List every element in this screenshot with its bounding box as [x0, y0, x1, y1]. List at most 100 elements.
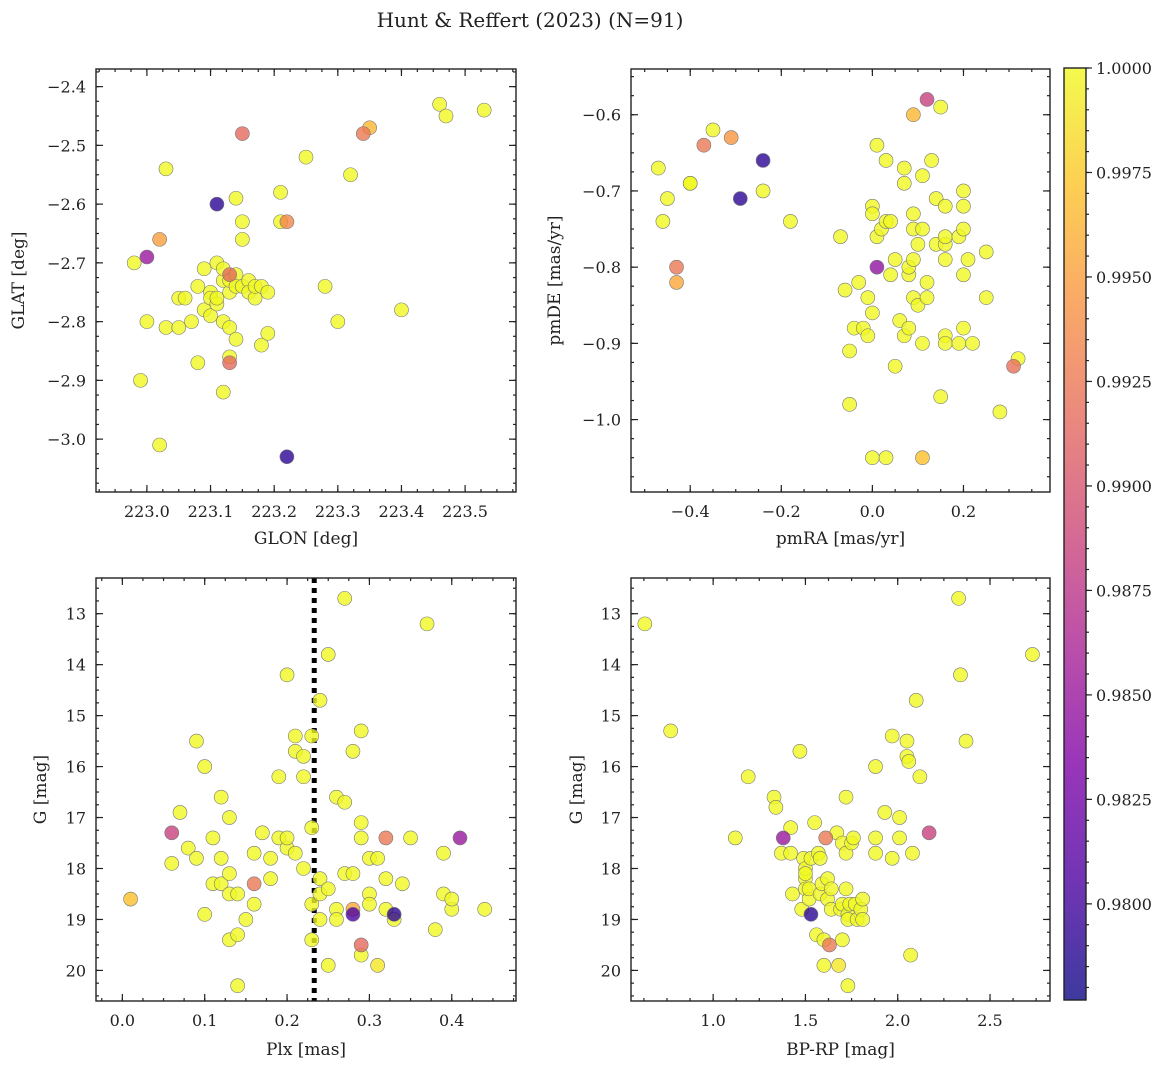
data-point [235, 232, 250, 247]
data-point [899, 733, 915, 749]
data-point [740, 769, 756, 785]
data-point [320, 647, 336, 662]
data-point [937, 229, 953, 244]
y-tick-label: −0.9 [582, 334, 621, 353]
data-point [296, 769, 311, 785]
x-tick-label: 2.5 [977, 1011, 1002, 1030]
data-point [869, 137, 885, 153]
data-point [330, 314, 346, 329]
data-point [831, 958, 846, 973]
data-point [887, 252, 903, 267]
data-point [978, 290, 994, 305]
x-tick-label: 0.0 [110, 1011, 135, 1030]
data-point [783, 820, 798, 836]
data-point [865, 450, 880, 466]
data-point [937, 252, 953, 267]
data-point [1006, 358, 1021, 374]
colorbar-tick-label: 0.9875 [1096, 581, 1152, 600]
data-point [637, 616, 653, 632]
x-tick-label: 1.5 [793, 1011, 818, 1030]
data-point [915, 221, 930, 237]
data-point [171, 320, 187, 335]
data-point [337, 591, 353, 606]
data-point [279, 214, 295, 230]
data-point [298, 149, 314, 165]
data-point [846, 830, 861, 846]
data-point [329, 912, 344, 927]
data-point [868, 830, 883, 846]
y-tick-label: −1.0 [582, 411, 621, 430]
data-point [222, 267, 237, 282]
y-tick-label: 19 [601, 910, 621, 929]
data-point [733, 191, 748, 206]
y-tick-label: −3.0 [47, 430, 86, 449]
data-point [190, 355, 206, 371]
data-point [807, 815, 822, 830]
data-point [203, 308, 218, 324]
data-point [279, 830, 295, 846]
data-point [370, 958, 385, 973]
data-point [337, 794, 353, 810]
y-tick-label: 15 [66, 707, 86, 726]
data-point [663, 723, 678, 739]
data-point [279, 667, 295, 683]
data-point [287, 728, 303, 744]
data-point [912, 769, 928, 785]
data-point [919, 290, 935, 305]
y-tick-label: −0.8 [582, 258, 621, 277]
data-point [139, 249, 155, 265]
data-point [209, 196, 225, 212]
data-point [436, 845, 451, 861]
data-point [395, 876, 410, 892]
figure-title: Hunt & Reffert (2023) (N=91) [377, 8, 684, 32]
data-point [838, 881, 854, 897]
data-point [956, 183, 971, 199]
data-point [378, 871, 394, 886]
data-point [833, 229, 848, 244]
data-point [164, 825, 180, 841]
data-point [273, 185, 288, 200]
data-point [896, 160, 912, 176]
colorbar-tick-label: 0.9825 [1096, 790, 1152, 809]
data-point [133, 373, 148, 388]
data-point [345, 743, 361, 759]
panel-pmra-pmde: −0.4 −0.2 0.0 0.2 −0.6 −0.7 −0.8 −0.9 −1.0 pmRA [… [545, 68, 1051, 549]
data-point [855, 912, 870, 927]
x-tick-label: 223.1 [188, 502, 234, 521]
data-point [254, 337, 269, 353]
data-point [910, 236, 926, 252]
data-point [343, 167, 358, 183]
x-tick-label: 0.4 [439, 1011, 464, 1030]
data-point [840, 978, 856, 994]
data-point [878, 450, 894, 466]
data-point [345, 907, 361, 922]
y-tick-label: 20 [66, 961, 86, 980]
data-point [263, 871, 278, 886]
data-point [937, 198, 953, 214]
data-point [320, 958, 336, 973]
data-point [230, 886, 245, 902]
plot-frame [95, 68, 517, 493]
data-point [238, 912, 254, 927]
data-point [956, 267, 971, 283]
data-point [317, 279, 333, 294]
y-tick-label: −2.8 [47, 313, 86, 332]
data-point [958, 733, 974, 749]
data-point [158, 320, 174, 335]
data-point [197, 907, 213, 922]
data-point [906, 206, 921, 222]
y-tick-label: 20 [601, 961, 621, 980]
x-axis-label: GLON [deg] [254, 529, 358, 549]
data-point [835, 932, 850, 948]
data-point [222, 866, 237, 881]
y-tick-label: −0.6 [582, 106, 621, 125]
data-point [263, 851, 278, 866]
data-point [164, 856, 180, 871]
data-point [279, 449, 295, 465]
data-point [905, 845, 920, 861]
data-point [296, 749, 311, 764]
data-point [908, 693, 924, 708]
data-point [152, 437, 167, 453]
data-point [362, 896, 377, 912]
y-tick-label: 19 [66, 910, 86, 929]
